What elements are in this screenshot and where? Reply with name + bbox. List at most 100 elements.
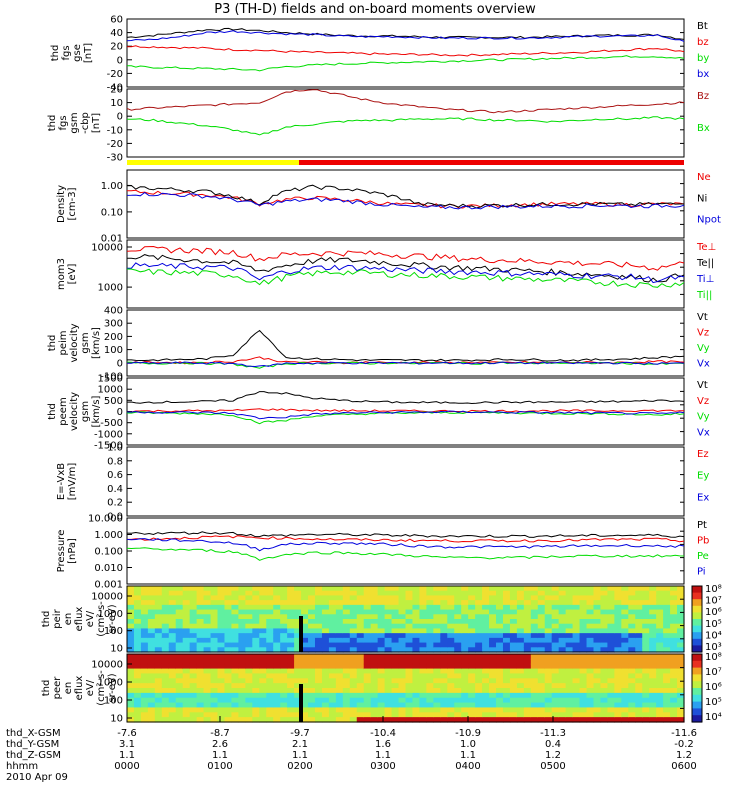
spectrogram-cell (398, 590, 407, 597)
spectrogram-cell (161, 688, 170, 694)
spectrogram-cell (649, 623, 657, 630)
spectrogram-cell (384, 619, 393, 625)
series-line-Pe (126, 547, 685, 561)
y-axis-label-line: [mV/m] (67, 463, 78, 501)
spectrogram-cell (168, 623, 177, 630)
spectrogram-cell (377, 614, 386, 620)
spectrogram-cell (502, 642, 511, 648)
spectrogram-cell (335, 692, 344, 699)
legend-Vt: Vt (697, 380, 708, 391)
spectrogram-cell (168, 712, 177, 718)
spectrogram-cell (217, 654, 226, 660)
spectrogram-cell (224, 619, 233, 625)
spectrogram-cell (301, 600, 309, 606)
spectrogram-cell (266, 658, 274, 665)
spectrogram-cell (301, 604, 309, 611)
spectrogram-cell (454, 697, 462, 704)
spectrogram-cell (238, 683, 246, 689)
spectrogram-cell (321, 637, 330, 644)
spectrogram-cell (551, 637, 560, 644)
spectrogram-electron (127, 654, 685, 723)
spectrogram-cell (301, 614, 309, 620)
spectrogram-cell (475, 637, 483, 644)
spectrogram-cell (203, 688, 212, 694)
spectrogram-cell (621, 673, 629, 679)
spectrogram-cell (509, 614, 518, 620)
spectrogram-cell (238, 668, 246, 675)
spectrogram-cell (140, 590, 149, 597)
spectrogram-cell (335, 604, 344, 611)
y-axis-label-line: (cm²-s- (96, 601, 107, 637)
spectrogram-cell (412, 614, 421, 620)
spectrogram-cell (280, 678, 288, 684)
spectrogram-cell (454, 600, 462, 606)
spectrogram-cell (245, 717, 253, 723)
spectrogram-cell (544, 633, 553, 639)
spectrogram-cell (287, 712, 295, 718)
spectrogram-cell (475, 658, 483, 665)
colorbar-segment (692, 632, 702, 637)
colorbar-segment (692, 701, 702, 706)
spectrogram-cell (530, 717, 539, 723)
spectrogram-cell (593, 623, 602, 630)
spectrogram-cell (349, 654, 358, 660)
spectrogram-cell (328, 633, 337, 639)
spectrogram-cell (335, 633, 344, 639)
spectrogram-cell (440, 678, 448, 684)
spectrogram-cell (628, 712, 636, 718)
spectrogram-cell (314, 633, 323, 639)
spectrogram-cell (461, 692, 469, 699)
spectrogram-cell (161, 668, 170, 675)
spectrogram-cell (308, 692, 316, 699)
spectrogram-cell (273, 688, 281, 694)
spectrogram-cell (328, 654, 337, 660)
spectrogram-cell (231, 668, 239, 675)
footer-value: 1.2 (545, 750, 561, 761)
spectrogram-cell (433, 604, 441, 611)
spectrogram-cell (621, 633, 629, 639)
spectrogram-cell (363, 654, 372, 660)
spectrogram-cell (377, 673, 386, 679)
spectrogram-cell (607, 623, 615, 630)
spectrogram-cell (537, 683, 546, 689)
spectrogram-cell (189, 688, 198, 694)
spectrogram-cell (391, 595, 400, 601)
spectrogram-cell (551, 642, 560, 648)
spectrogram-cell (433, 692, 441, 699)
spectrogram-cell (656, 595, 664, 601)
spectrogram-cell (335, 609, 344, 615)
spectrogram-cell (287, 637, 295, 644)
spectrogram-cell (670, 712, 678, 718)
spectrogram-cell (287, 595, 295, 601)
spectrogram-cell (628, 604, 636, 611)
spectrogram-cell (328, 590, 337, 597)
spectrogram-cell (363, 697, 372, 704)
spectrogram-cell (656, 683, 664, 689)
spectrogram-cell (530, 683, 539, 689)
spectrogram-cell (363, 642, 372, 648)
spectrogram-cell (321, 663, 330, 670)
spectrogram-cell (454, 717, 462, 723)
spectrogram-cell (656, 678, 664, 684)
spectrogram-cell (635, 668, 643, 675)
spectrogram-cell (607, 702, 615, 709)
spectrogram-cell (461, 633, 469, 639)
spectrogram-cell (356, 614, 365, 620)
spectrogram-cell (328, 609, 337, 615)
spectrogram-cell (301, 609, 309, 615)
spectrogram-cell (482, 595, 490, 601)
spectrogram-cell (280, 590, 288, 597)
spectrogram-cell (502, 678, 511, 684)
spectrogram-cell (579, 654, 588, 660)
spectrogram-cell (328, 673, 337, 679)
spectrogram-cell (489, 707, 497, 713)
legend-Vz: Vz (697, 328, 709, 339)
spectrogram-cell (496, 595, 504, 601)
spectrogram-cell (147, 614, 156, 620)
spectrogram-cell (475, 663, 483, 670)
spectrogram-cell (245, 619, 253, 625)
spectrogram-cell (544, 688, 553, 694)
spectrogram-cell (342, 595, 351, 601)
spectrogram-cell (537, 697, 546, 704)
spectrogram-cell (663, 654, 671, 660)
